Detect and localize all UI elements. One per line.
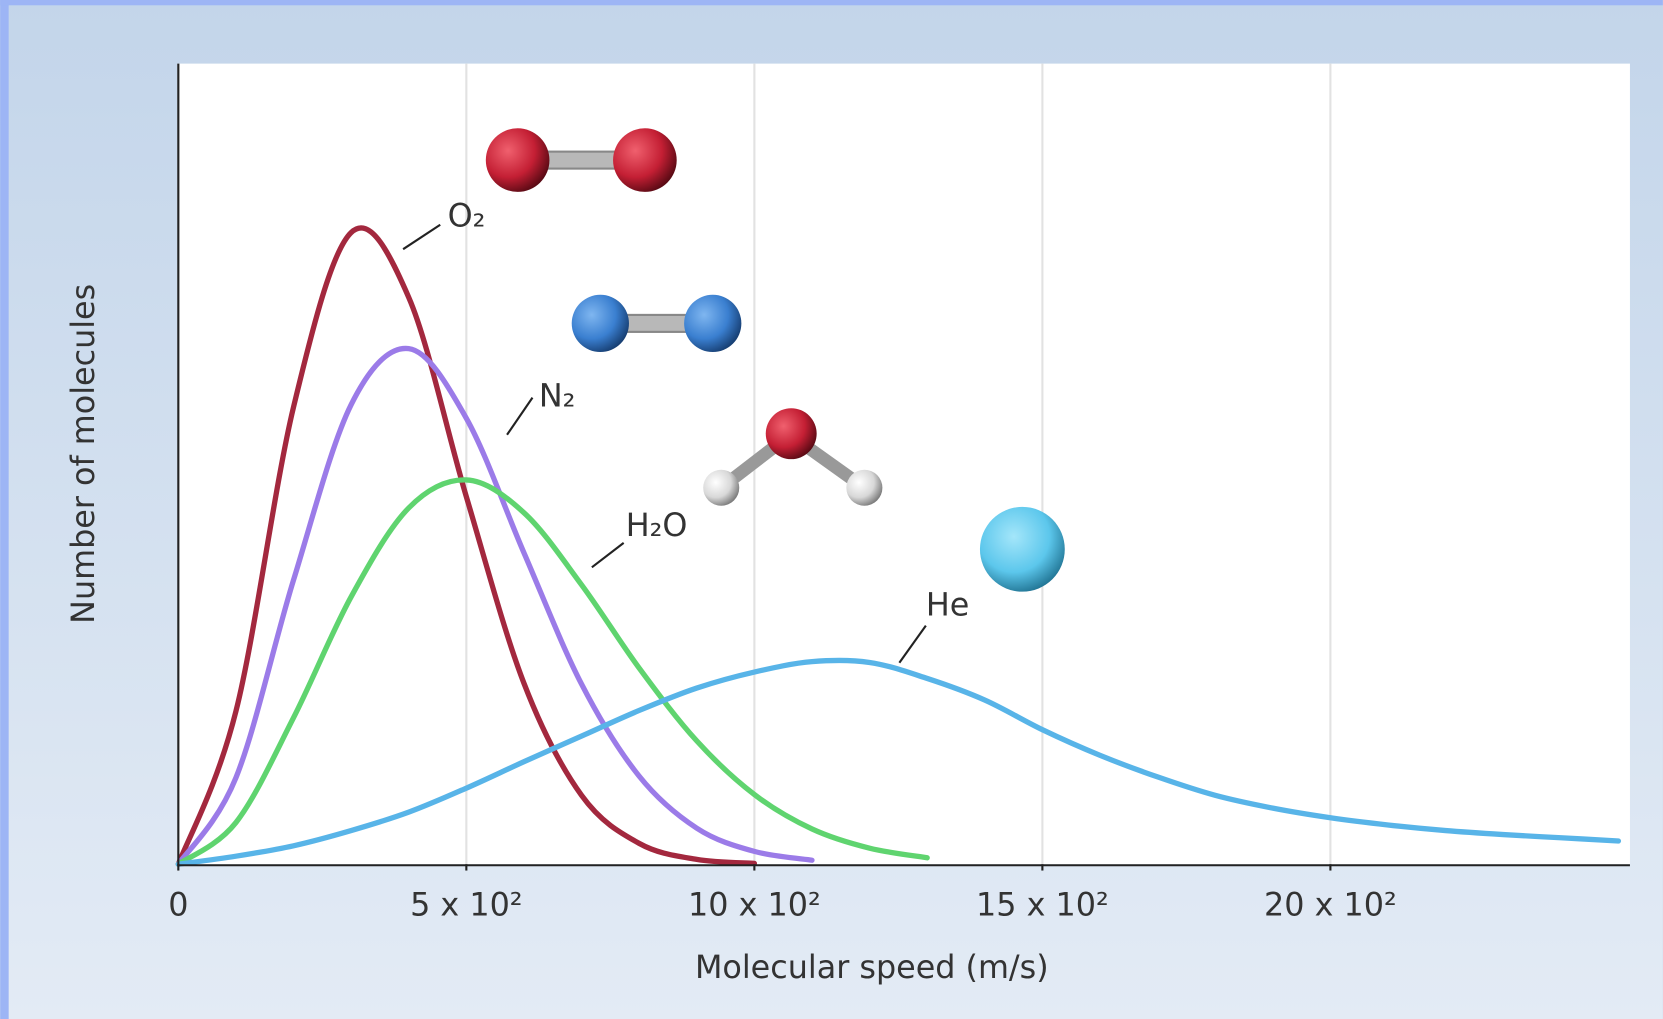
x-tick-label: 10 x 10² — [688, 886, 821, 924]
label-leader — [506, 397, 534, 436]
series-line — [175, 477, 930, 867]
label-leader — [591, 542, 625, 569]
top-border — [0, 0, 1663, 6]
x-tick-label: 0 — [168, 886, 188, 924]
label-leader — [402, 223, 441, 251]
series-label: N₂ — [539, 377, 576, 415]
lines — [175, 225, 1622, 867]
o2-molecule — [485, 128, 677, 192]
he-atom — [979, 506, 1065, 592]
x-tick-label: 15 x 10² — [976, 886, 1109, 924]
left-border — [0, 0, 9, 1019]
series-line — [175, 657, 1622, 867]
label-leader — [898, 624, 927, 664]
series-label: H₂O — [626, 506, 688, 544]
h2o-molecule — [703, 408, 883, 506]
series-label: O₂ — [448, 196, 486, 234]
n2-molecule — [571, 294, 742, 353]
series-label: He — [926, 586, 969, 624]
x-tick-label: 5 x 10² — [410, 886, 522, 924]
y-axis-title: Number of molecules — [64, 284, 102, 624]
x-tick-label: 20 x 10² — [1264, 886, 1397, 924]
series-line — [175, 345, 815, 867]
x-axis-title: Molecular speed (m/s) — [695, 948, 1049, 986]
plot-area — [178, 63, 1630, 865]
series-labels: O₂ N₂ H₂O He — [402, 196, 969, 664]
